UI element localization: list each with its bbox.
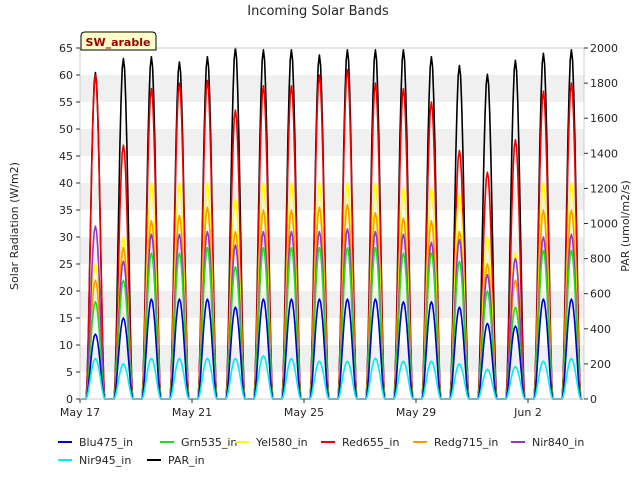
y-left-label: Solar Radiation (W/m2): [8, 162, 21, 290]
legend-entry: Nir840_in: [532, 436, 584, 449]
y-left-tick-label: 40: [59, 177, 73, 190]
y-left-tick-label: 15: [59, 312, 73, 325]
legend-entry: Yel580_in: [255, 436, 308, 449]
x-tick-label: May 17: [60, 406, 100, 419]
y-right-tick-label: 1000: [590, 218, 618, 231]
x-tick-label: May 21: [172, 406, 212, 419]
y-right-tick-label: 1200: [590, 182, 618, 195]
y-left-tick-label: 10: [59, 339, 73, 352]
grid-band: [80, 237, 584, 264]
x-tick-label: Jun 2: [513, 406, 542, 419]
sw-arable-badge: SW_arable: [80, 31, 157, 51]
legend-entry: PAR_in: [168, 454, 205, 467]
legend-entry: Redg715_in: [434, 436, 498, 449]
x-tick-label: May 25: [284, 406, 324, 419]
y-left-tick-label: 55: [59, 96, 73, 109]
grid-bands: [80, 75, 584, 372]
y-right-tick-label: 0: [590, 393, 597, 406]
y-left-tick-label: 30: [59, 231, 73, 244]
y-right-tick-label: 400: [590, 323, 611, 336]
grid-band: [80, 345, 584, 372]
x-tick-label: May 29: [396, 406, 436, 419]
y-left-ticks: 0 5 10 15 20 25 30 35 40 45 50 55 60 65: [59, 42, 80, 406]
y-left-tick-label: 60: [59, 69, 73, 82]
legend-entry: Blu475_in: [79, 436, 133, 449]
chart-title: Incoming Solar Bands: [247, 4, 389, 19]
grid-band: [80, 183, 584, 210]
badge-label: SW_arable: [86, 36, 151, 49]
legend-entry: Red655_in: [342, 436, 399, 449]
y-right-tick-label: 1800: [590, 77, 618, 90]
y-right-tick-label: 800: [590, 253, 611, 266]
y-right-tick-label: 600: [590, 288, 611, 301]
badge-box: [80, 31, 157, 51]
y-right-ticks: 0 200 400 600 800 1000 1200 1400 1600 1800 2000: [584, 42, 618, 406]
y-right-tick-label: 200: [590, 358, 611, 371]
y-left-tick-label: 50: [59, 123, 73, 136]
legend: Blu475_in Grn535_in Yel580_in Red655_in Redg…: [58, 436, 584, 467]
grid-band: [80, 129, 584, 156]
y-left-tick-label: 25: [59, 258, 73, 271]
y-left-tick-label: 35: [59, 204, 73, 217]
grid-band: [80, 75, 584, 102]
y-right-tick-label: 1400: [590, 147, 618, 160]
y-left-tick-label: 45: [59, 150, 73, 163]
y-left-tick-label: 5: [66, 366, 73, 379]
legend-entry: Nir945_in: [79, 454, 131, 467]
y-right-tick-label: 1600: [590, 112, 618, 125]
y-left-tick-label: 0: [66, 393, 73, 406]
y-left-tick-label: 65: [59, 42, 73, 55]
y-left-tick-label: 20: [59, 285, 73, 298]
grid-band: [80, 291, 584, 318]
y-right-tick-label: 2000: [590, 42, 618, 55]
x-ticks: May 17 May 21 May 25 May 29 Jun 2: [60, 399, 542, 419]
y-right-label: PAR (umol/m2/s): [619, 180, 632, 272]
legend-entry: Grn535_in: [181, 436, 237, 449]
